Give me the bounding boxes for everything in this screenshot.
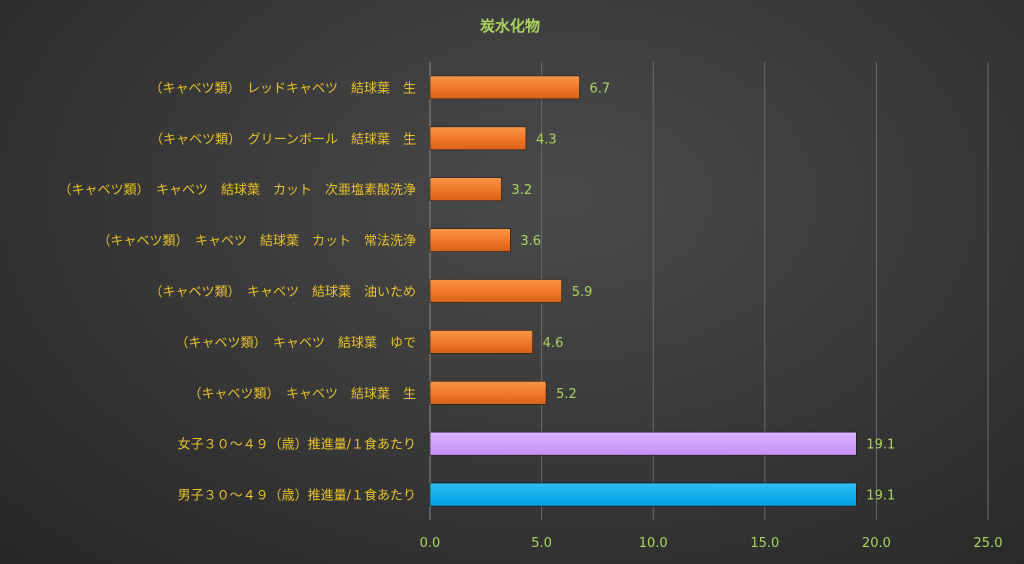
data-label: 4.6 — [543, 336, 564, 351]
category-label: 女子３０～４９（歳）推進量/１食あたり — [178, 437, 416, 453]
category-label: （キャベツ類） キャベツ 結球葉 油いため — [149, 285, 416, 300]
data-label: 3.6 — [520, 234, 541, 249]
bar — [429, 177, 502, 202]
category-label: （キャベツ類） レッドキャベツ 結球葉 生 — [149, 81, 416, 96]
bar — [429, 228, 511, 252]
category-label: （キャベツ類） キャベツ 結球葉 カット 常法洗浄 — [97, 234, 416, 249]
x-tick-label: 25.0 — [974, 536, 1003, 551]
bar — [429, 380, 547, 405]
category-label: 男子３０～４９（歳）推進量/１食あたり — [178, 488, 416, 504]
bar — [429, 279, 562, 303]
x-axis-ticks: 0.0 5.0 10.0 15.0 20.0 25.0 — [420, 536, 1003, 551]
x-tick-label: 0.0 — [420, 536, 441, 551]
data-label: 5.2 — [556, 387, 577, 402]
data-label: 6.7 — [590, 81, 611, 96]
category-label: （キャベツ類） キャベツ 結球葉 ゆで — [175, 336, 416, 351]
category-label: （キャベツ類） グリーンボール 結球葉 生 — [150, 132, 416, 147]
category-labels: （キャベツ類） レッドキャベツ 結球葉 生 （キャベツ類） グリーンボール 結球葉… — [58, 81, 416, 503]
x-tick-label: 15.0 — [750, 536, 779, 551]
data-label: 19.1 — [866, 489, 895, 504]
category-label: （キャベツ類） キャベツ 結球葉 カット 次亜塩素酸洗浄 — [58, 182, 416, 198]
bars — [429, 75, 857, 507]
data-label: 19.1 — [866, 438, 895, 453]
bar — [429, 75, 580, 100]
data-label: 4.3 — [536, 132, 557, 147]
category-label: （キャベツ類） キャベツ 結球葉 生 — [188, 387, 416, 402]
bar — [429, 126, 527, 151]
x-tick-label: 10.0 — [639, 536, 668, 551]
chart-title: 炭水化物 — [480, 17, 540, 35]
data-label: 3.2 — [511, 183, 532, 198]
bar — [429, 431, 857, 456]
bar — [429, 330, 533, 354]
data-label: 5.9 — [572, 285, 593, 300]
bar — [429, 482, 857, 507]
data-labels: 6.7 4.3 3.2 3.6 5.9 4.6 5.2 19.1 19.1 — [511, 81, 895, 503]
x-tick-label: 5.0 — [531, 536, 552, 551]
x-tick-label: 20.0 — [862, 536, 891, 551]
